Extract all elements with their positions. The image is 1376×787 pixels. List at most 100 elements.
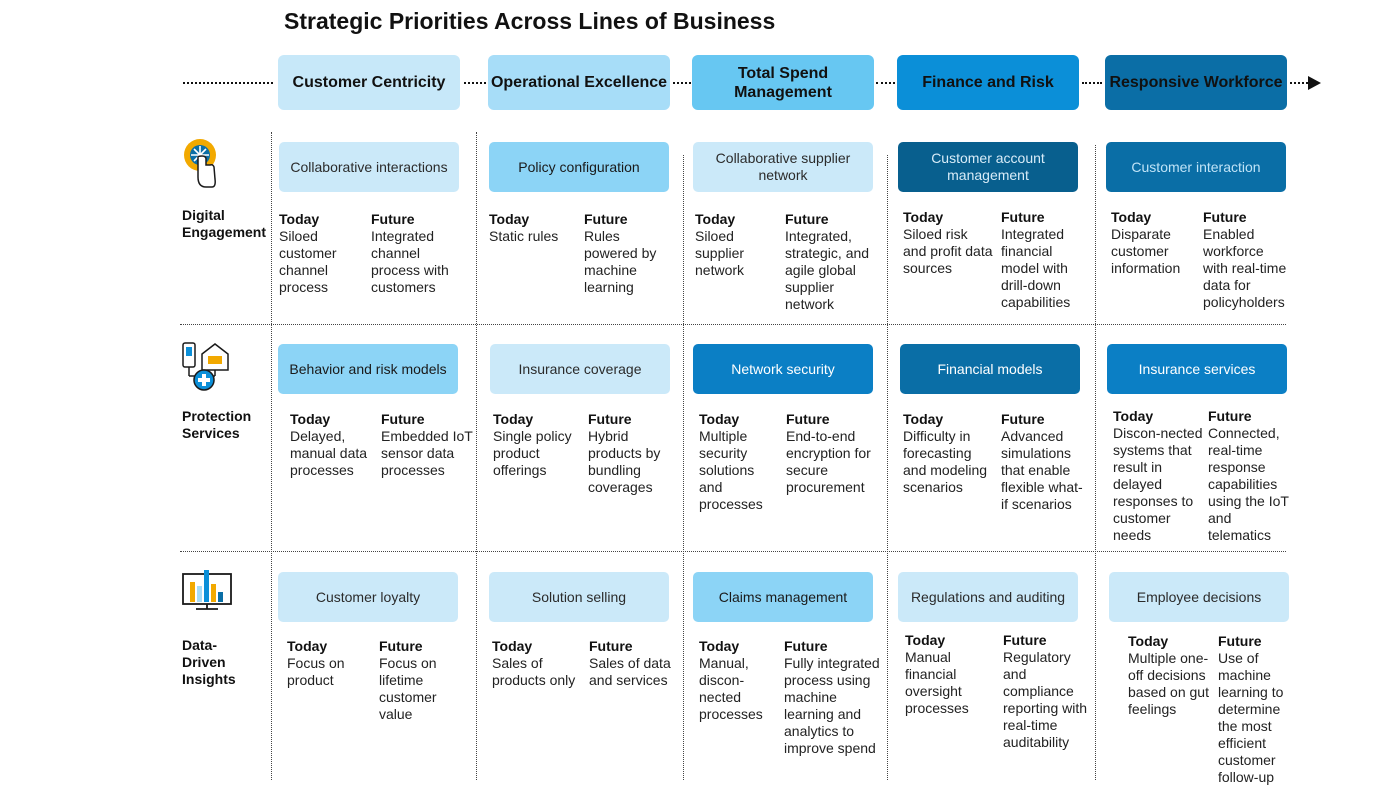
- grid-line: [1095, 145, 1096, 780]
- future-label: Future: [589, 638, 633, 654]
- future-cell: Future Integrated channel process with cu…: [371, 211, 471, 296]
- future-text: Hybrid products by bundling coverages: [588, 428, 661, 495]
- future-label: Future: [1001, 209, 1045, 225]
- future-text: Regulatory and compliance reporting with…: [1003, 649, 1088, 750]
- future-text: Integrated financial model with drill-do…: [1001, 226, 1071, 310]
- today-text: Manual, discon-nected processes: [699, 655, 763, 722]
- header-total-spend-management: Total Spend Management: [692, 55, 874, 110]
- grid-line: [887, 155, 888, 780]
- protection-icon: [182, 340, 230, 399]
- future-text: End-to-end encryption for secure procure…: [786, 428, 871, 495]
- priority-box-financial-models: Financial models: [900, 344, 1080, 394]
- future-text: Sales of data and services: [589, 655, 671, 688]
- row-label-digital-engagement: Digital Engagement: [182, 207, 267, 240]
- future-label: Future: [379, 638, 423, 654]
- today-cell: Today Difficulty in forecasting and model…: [903, 411, 995, 496]
- future-label: Future: [1203, 209, 1247, 225]
- grid-line: [476, 132, 477, 780]
- today-text: Manual financial oversight processes: [905, 649, 969, 716]
- future-label: Future: [1001, 411, 1045, 427]
- future-label: Future: [381, 411, 425, 427]
- today-label: Today: [287, 638, 328, 654]
- grid-line: [271, 132, 272, 780]
- today-text: Siloed supplier network: [695, 228, 745, 278]
- priority-box-collaborative-supplier-network: Collaborative supplier network: [693, 142, 873, 192]
- future-cell: Future Use of machine learning to determi…: [1218, 633, 1292, 786]
- today-label: Today: [1128, 633, 1169, 649]
- future-text: Use of machine learning to determine the…: [1218, 650, 1284, 785]
- timeline-dots: [1082, 82, 1102, 84]
- future-label: Future: [1218, 633, 1262, 649]
- future-text: Focus on lifetime customer value: [379, 655, 437, 722]
- today-label: Today: [290, 411, 331, 427]
- priority-box-insurance-coverage: Insurance coverage: [490, 344, 670, 394]
- today-label: Today: [492, 638, 533, 654]
- today-label: Today: [903, 411, 944, 427]
- today-cell: Today Siloed supplier network: [695, 211, 775, 279]
- row-label-protection-services: Protection Services: [182, 408, 252, 441]
- future-cell: Future Embedded IoT sensor data processes: [381, 411, 475, 479]
- future-cell: Future Regulatory and compliance reportin…: [1003, 632, 1095, 751]
- priority-box-claims-management: Claims management: [693, 572, 873, 622]
- timeline-dots: [673, 82, 691, 84]
- priority-box-collaborative-interactions: Collaborative interactions: [279, 142, 459, 192]
- header-customer-centricity: Customer Centricity: [278, 55, 460, 110]
- today-cell: Today Manual financial oversight processe…: [905, 632, 995, 717]
- priority-box-policy-configuration: Policy configuration: [489, 142, 669, 192]
- future-label: Future: [785, 211, 829, 227]
- grid-line: [683, 155, 684, 780]
- header-finance-and-risk: Finance and Risk: [897, 55, 1079, 110]
- future-cell: Future Rules powered by machine learning: [584, 211, 674, 296]
- priority-box-customer-account-management: Customer account management: [898, 142, 1078, 192]
- today-cell: Today Siloed risk and profit data sources: [903, 209, 993, 277]
- future-label: Future: [786, 411, 830, 427]
- today-cell: Today Multiple one-off decisions based on…: [1128, 633, 1214, 718]
- future-cell: Future Fully integrated process using mac…: [784, 638, 884, 757]
- future-cell: Future Integrated, strategic, and agile g…: [785, 211, 880, 313]
- today-cell: Today Delayed, manual data processes: [290, 411, 375, 479]
- today-cell: Today Sales of products only: [492, 638, 584, 689]
- today-text: Disparate customer information: [1111, 226, 1181, 276]
- today-text: Siloed customer channel process: [279, 228, 337, 295]
- priority-box-employee-decisions: Employee decisions: [1109, 572, 1289, 622]
- today-label: Today: [699, 638, 740, 654]
- future-cell: Future Focus on lifetime customer value: [379, 638, 459, 723]
- future-text: Rules powered by machine learning: [584, 228, 657, 295]
- future-text: Connected, real-time response capabiliti…: [1208, 425, 1289, 543]
- row-label-data-driven-insights: Data-Driven Insights: [182, 637, 236, 687]
- future-cell: Future End-to-end encryption for secure p…: [786, 411, 884, 496]
- timeline-dots: [464, 82, 486, 84]
- today-label: Today: [493, 411, 534, 427]
- future-label: Future: [371, 211, 415, 227]
- today-cell: Today Discon-nected systems that result i…: [1113, 408, 1203, 544]
- priority-box-customer-interaction: Customer interaction: [1106, 142, 1286, 192]
- today-text: Siloed risk and profit data sources: [903, 226, 993, 276]
- future-text: Enabled workforce with real-time data fo…: [1203, 226, 1287, 310]
- future-label: Future: [1208, 408, 1252, 424]
- today-text: Multiple one-off decisions based on gut …: [1128, 650, 1209, 717]
- future-label: Future: [1003, 632, 1047, 648]
- priority-box-regulations-and-auditing: Regulations and auditing: [898, 572, 1078, 622]
- priority-box-network-security: Network security: [693, 344, 873, 394]
- timeline-arrow-icon: [1308, 76, 1321, 90]
- future-cell: Future Sales of data and services: [589, 638, 677, 689]
- header-operational-excellence: Operational Excellence: [488, 55, 670, 110]
- monitor-chart-icon: [182, 568, 234, 615]
- priority-box-customer-loyalty: Customer loyalty: [278, 572, 458, 622]
- future-label: Future: [584, 211, 628, 227]
- today-cell: Today Disparate customer information: [1111, 209, 1196, 277]
- today-label: Today: [1111, 209, 1152, 225]
- today-text: Static rules: [489, 228, 559, 244]
- future-text: Fully integrated process using machine l…: [784, 655, 880, 756]
- timeline-dots: [876, 82, 895, 84]
- future-cell: Future Advanced simulations that enable f…: [1001, 411, 1089, 513]
- today-label: Today: [695, 211, 736, 227]
- future-text: Advanced simulations that enable flexibl…: [1001, 428, 1083, 512]
- priority-box-solution-selling: Solution selling: [489, 572, 669, 622]
- timeline-dots: [183, 82, 273, 84]
- page-title: Strategic Priorities Across Lines of Bus…: [284, 8, 776, 34]
- touch-icon: [182, 137, 220, 196]
- today-cell: Today Siloed customer channel process: [279, 211, 365, 296]
- today-text: Multiple security solutions and processe…: [699, 428, 763, 512]
- today-label: Today: [905, 632, 946, 648]
